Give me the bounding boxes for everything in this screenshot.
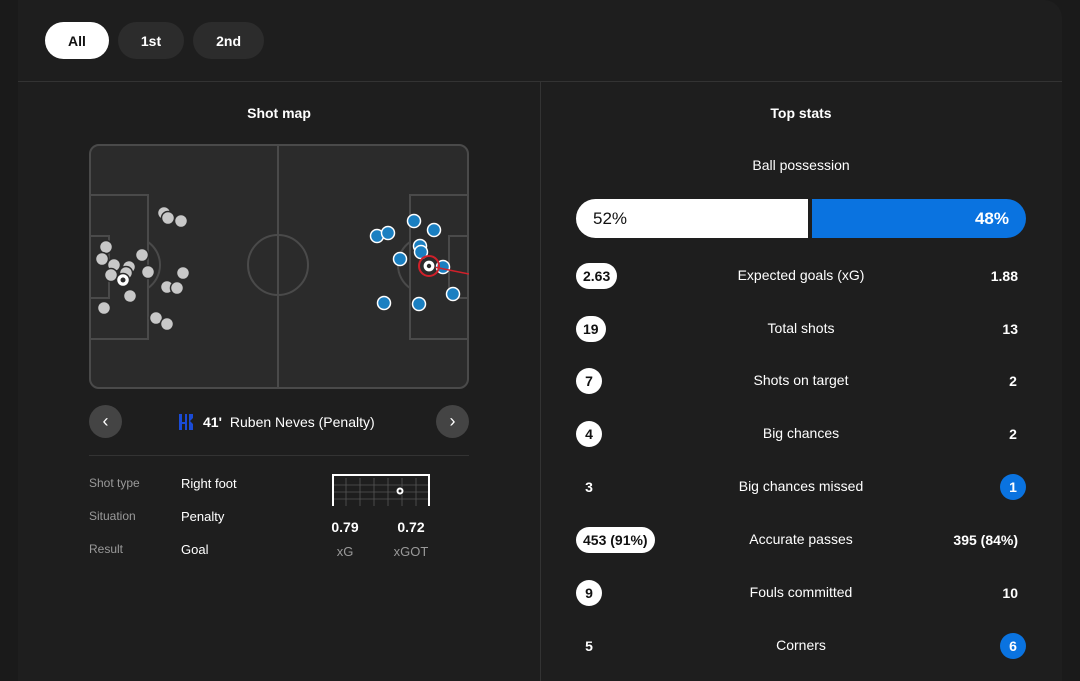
shot-map-title: Shot map	[247, 105, 311, 121]
tab-second-half[interactable]: 2nd	[193, 22, 265, 59]
stat-name: Expected goals (xG)	[737, 267, 865, 283]
xgot-label: xGOT	[393, 544, 429, 559]
away-shots	[369, 213, 461, 312]
stat-away-value: 13	[1002, 321, 1018, 337]
xg-value: 0.79	[331, 519, 359, 535]
stat-home-value: 5	[585, 638, 593, 654]
stat-away-value: 2	[1009, 373, 1017, 389]
chevron-right-icon: ›	[449, 411, 456, 431]
stat-away-value: 2	[1009, 426, 1017, 442]
detail-value: Goal	[181, 542, 209, 557]
al-hilal-crest-icon	[179, 414, 193, 430]
stat-row-corners: 5 Corners 6	[576, 633, 1026, 661]
possession-away-bar: 48%	[812, 199, 1026, 238]
stat-name: Total shots	[767, 320, 835, 336]
detail-value: Penalty	[181, 509, 225, 524]
shot-map-pitch[interactable]	[89, 144, 469, 389]
possession-home-value: 52%	[593, 208, 628, 228]
detail-situation: Situation Penalty	[89, 509, 224, 524]
detail-key: Situation	[89, 509, 136, 523]
possession-home-bar: 52%	[576, 199, 808, 238]
detail-value: Right foot	[181, 476, 237, 491]
stat-away-value: 1	[1000, 474, 1026, 500]
home-goal-marker	[115, 272, 131, 288]
stat-home-value: 7	[576, 368, 602, 394]
stat-row-shots-on-target: 7 Shots on target 2	[576, 368, 1026, 396]
stat-name: Big chances missed	[738, 478, 864, 494]
chevron-left-icon: ‹	[102, 411, 109, 431]
stat-away-value: 1.88	[990, 268, 1018, 284]
stat-home-value: 3	[585, 479, 593, 495]
xgot-value: 0.72	[397, 519, 425, 535]
stat-home-value: 4	[576, 421, 602, 447]
stat-home-value: 2.63	[576, 263, 618, 289]
detail-result: Result Goal	[89, 542, 208, 557]
shot-minute: 41'	[203, 414, 222, 430]
column-divider	[540, 82, 541, 681]
stat-row-big-chances-missed: 3 Big chances missed 1	[576, 474, 1026, 502]
stat-name: Big chances	[762, 425, 840, 441]
stat-away-value: 6	[1000, 633, 1026, 659]
stat-row-total-shots: 19 Total shots 13	[576, 316, 1026, 344]
stat-name: Accurate passes	[749, 531, 853, 547]
header-divider	[18, 81, 1062, 82]
stat-name: Fouls committed	[749, 584, 853, 600]
next-shot-button[interactable]: ›	[436, 405, 469, 438]
stat-away-value: 395 (84%)	[953, 532, 1018, 548]
tab-all[interactable]: All	[45, 22, 109, 59]
stat-away-value: 10	[1002, 585, 1018, 601]
previous-shot-button[interactable]: ‹	[89, 405, 122, 438]
goal-frame-diagram	[332, 474, 430, 506]
stat-home-value: 453 (91%)	[576, 527, 655, 553]
stat-row-fouls-committed: 9 Fouls committed 10	[576, 580, 1026, 608]
detail-key: Result	[89, 542, 124, 556]
shot-details-divider	[89, 455, 469, 456]
top-stats-title: Top stats	[770, 105, 832, 121]
period-tabs: All 1st 2nd	[45, 22, 265, 59]
stat-home-value: 9	[576, 580, 602, 606]
stat-row-accurate-passes: 453 (91%) Accurate passes 395 (84%)	[576, 527, 1026, 555]
stat-name: Corners	[776, 637, 826, 653]
selected-shot-marker[interactable]	[418, 255, 469, 277]
stat-row-xg: 2.63 Expected goals (xG) 1.88	[576, 263, 1026, 291]
selected-shot-label: 41' Ruben Neves (Penalty)	[177, 411, 375, 433]
possession-away-value: 48%	[974, 208, 1009, 228]
xg-label: xG	[336, 544, 354, 559]
detail-key: Shot type	[89, 476, 140, 490]
detail-shot-type: Shot type Right foot	[89, 476, 237, 491]
shot-player: Ruben Neves (Penalty)	[229, 414, 375, 430]
stat-name: Shots on target	[753, 372, 849, 388]
home-shots	[94, 205, 191, 332]
possession-label: Ball possession	[752, 157, 850, 173]
tab-first-half[interactable]: 1st	[117, 22, 185, 59]
stat-row-big-chances: 4 Big chances 2	[576, 421, 1026, 449]
stat-home-value: 19	[576, 316, 606, 342]
